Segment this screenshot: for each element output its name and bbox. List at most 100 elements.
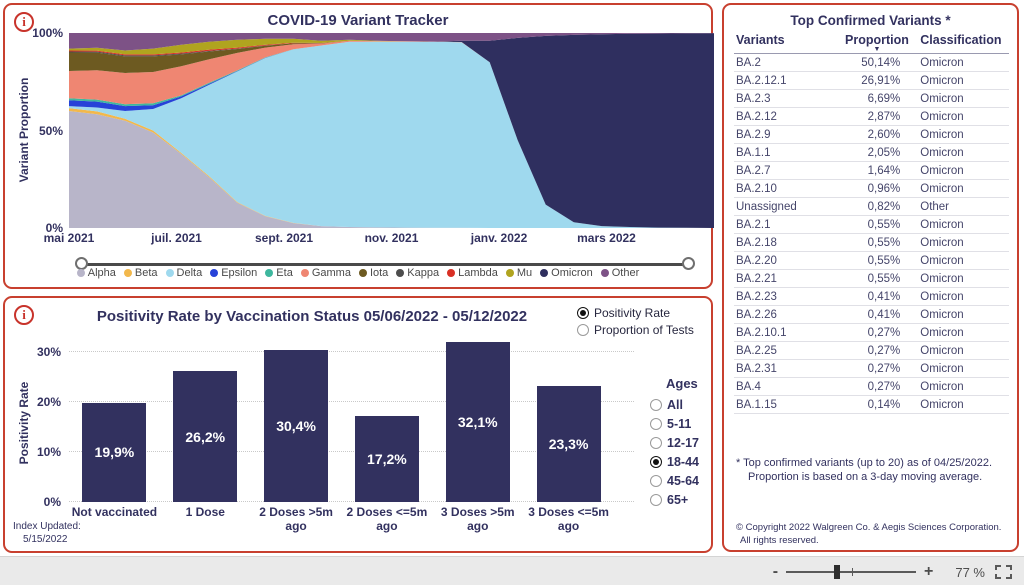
radio-button-selected[interactable] bbox=[650, 455, 662, 468]
radio-button[interactable] bbox=[650, 417, 662, 430]
table-row[interactable]: BA.2.18 0,55% Omicron bbox=[734, 233, 1009, 252]
legend-label: Gamma bbox=[311, 267, 351, 279]
cell-variant: BA.2.18 bbox=[734, 233, 836, 252]
legend-item-lambda[interactable]: Lambda bbox=[447, 267, 498, 279]
date-range-slider[interactable] bbox=[75, 257, 695, 271]
legend-swatch-icon bbox=[447, 269, 456, 277]
legend-item-gamma[interactable]: Gamma bbox=[300, 267, 351, 279]
legend-swatch-icon bbox=[210, 269, 219, 277]
table-row[interactable]: BA.2.10.1 0,27% Omicron bbox=[734, 323, 1009, 342]
legend-item-epsilon[interactable]: Epsilon bbox=[210, 267, 257, 279]
radio-button[interactable] bbox=[650, 436, 662, 449]
zoom-slider-handle[interactable] bbox=[834, 565, 841, 579]
table-row[interactable]: Unassigned 0,82% Other bbox=[734, 197, 1009, 216]
table-row[interactable]: BA.2.23 0,41% Omicron bbox=[734, 287, 1009, 306]
table-title: Top Confirmed Variants * bbox=[790, 13, 951, 28]
cell-classification: Omicron bbox=[918, 233, 1009, 252]
table-row[interactable]: BA.2.12.1 26,91% Omicron bbox=[734, 71, 1009, 90]
area-series-delta[interactable] bbox=[69, 41, 714, 228]
radio-button[interactable] bbox=[650, 474, 662, 487]
zoom-slider-track[interactable] bbox=[786, 571, 917, 573]
slider-track[interactable] bbox=[81, 263, 689, 266]
cell-proportion: 2,87% bbox=[835, 107, 919, 126]
legend-item-kappa[interactable]: Kappa bbox=[396, 267, 439, 279]
bar-2-doses-5m-ago[interactable]: 17,2% bbox=[354, 416, 419, 502]
table-row[interactable]: BA.4 0,27% Omicron bbox=[734, 377, 1009, 396]
column-header-proportion[interactable]: Proportion ▼ bbox=[835, 31, 919, 54]
cell-classification: Omicron bbox=[918, 251, 1009, 270]
table-row[interactable]: BA.1.1 2,05% Omicron bbox=[734, 143, 1009, 162]
table-row[interactable]: BA.2.9 2,60% Omicron bbox=[734, 125, 1009, 144]
area-series-other[interactable] bbox=[69, 33, 714, 51]
table-row[interactable]: BA.2.7 1,64% Omicron bbox=[734, 161, 1009, 180]
table-row[interactable]: BA.2.21 0,55% Omicron bbox=[734, 269, 1009, 288]
radio-button[interactable] bbox=[650, 398, 662, 411]
legend-swatch-icon bbox=[540, 269, 549, 277]
area-series-omicron[interactable] bbox=[69, 33, 714, 229]
legend-item-omicron[interactable]: Omicron bbox=[540, 267, 593, 279]
zoom-slider[interactable] bbox=[786, 564, 917, 580]
footnote-line-2: Proportion is based on a 3-day moving av… bbox=[748, 470, 983, 483]
area-series-iota[interactable] bbox=[69, 40, 714, 228]
cell-classification: Omicron bbox=[918, 143, 1009, 162]
bar-3-doses-5m-ago[interactable]: 23,3% bbox=[536, 385, 601, 502]
measure-option-proportion-of-tests[interactable]: Proportion of Tests bbox=[577, 321, 694, 338]
age-option-45-64[interactable]: 45-64 bbox=[650, 471, 699, 490]
legend-swatch-icon bbox=[123, 269, 132, 277]
legend-item-mu[interactable]: Mu bbox=[505, 267, 532, 279]
area-series-alpha[interactable] bbox=[69, 111, 714, 228]
legend-label: Beta bbox=[134, 267, 158, 279]
bar-3-doses-5m-ago[interactable]: 32,1% bbox=[445, 341, 510, 502]
cell-classification: Omicron bbox=[918, 179, 1009, 198]
table-row[interactable]: BA.2 50,14% Omicron bbox=[734, 53, 1009, 72]
age-option-12-17[interactable]: 12-17 bbox=[650, 433, 699, 452]
radio-button[interactable] bbox=[577, 323, 589, 336]
age-option-5-11[interactable]: 5-11 bbox=[650, 414, 699, 433]
table-row[interactable]: BA.2.20 0,55% Omicron bbox=[734, 251, 1009, 270]
table-row[interactable]: BA.2.25 0,27% Omicron bbox=[734, 341, 1009, 360]
legend-item-delta[interactable]: Delta bbox=[165, 267, 202, 279]
table-row[interactable]: BA.2.12 2,87% Omicron bbox=[734, 107, 1009, 126]
table-row[interactable]: BA.2.31 0,27% Omicron bbox=[734, 359, 1009, 378]
cell-classification: Omicron bbox=[918, 269, 1009, 288]
table-row[interactable]: BA.2.10 0,96% Omicron bbox=[734, 179, 1009, 198]
age-option-all[interactable]: All bbox=[650, 395, 699, 414]
age-option-18-44[interactable]: 18-44 bbox=[650, 452, 699, 471]
legend-label: Omicron bbox=[551, 267, 593, 279]
zoom-out-button[interactable]: - bbox=[772, 563, 779, 580]
cell-variant: BA.1.1 bbox=[734, 143, 836, 162]
legend-item-other[interactable]: Other bbox=[600, 267, 639, 279]
cell-proportion: 0,55% bbox=[835, 233, 919, 252]
cell-proportion: 1,64% bbox=[835, 161, 919, 180]
radio-button[interactable] bbox=[650, 493, 662, 506]
y-tick-30: 30% bbox=[36, 345, 61, 359]
bar-not-vaccinated[interactable]: 19,9% bbox=[82, 402, 147, 502]
zoom-control: - + 77 % bbox=[765, 564, 1012, 580]
info-icon[interactable]: i bbox=[14, 305, 34, 325]
table-row[interactable]: BA.1.15 0,14% Omicron bbox=[734, 395, 1009, 414]
table-row[interactable]: BA.2.26 0,41% Omicron bbox=[734, 305, 1009, 324]
fit-to-screen-icon[interactable] bbox=[995, 565, 1012, 579]
zoom-in-button[interactable]: + bbox=[924, 563, 934, 580]
variant-area-chart[interactable] bbox=[69, 33, 714, 229]
legend-item-eta[interactable]: Eta bbox=[265, 267, 293, 279]
bar-1-dose[interactable]: 26,2% bbox=[173, 371, 238, 502]
legend-item-iota[interactable]: Iota bbox=[358, 267, 388, 279]
legend-swatch-icon bbox=[505, 269, 514, 277]
legend-item-beta[interactable]: Beta bbox=[123, 267, 158, 279]
legend-item-alpha[interactable]: Alpha bbox=[76, 267, 116, 279]
age-option-65+[interactable]: 65+ bbox=[650, 490, 699, 509]
column-header-classification[interactable]: Classification bbox=[918, 31, 1009, 54]
info-icon[interactable]: i bbox=[14, 12, 34, 32]
table-row[interactable]: BA.2.3 6,69% Omicron bbox=[734, 89, 1009, 108]
bar-2-doses-5m-ago[interactable]: 30,4% bbox=[264, 350, 329, 502]
y-tick-100: 100% bbox=[32, 26, 63, 40]
table-row[interactable]: BA.2.1 0,55% Omicron bbox=[734, 215, 1009, 234]
slider-handle-end[interactable] bbox=[682, 257, 695, 270]
measure-option-positivity-rate[interactable]: Positivity Rate bbox=[577, 304, 694, 321]
positivity-bar-plot: 19,9% 26,2% 30,4% 17,2% 32,1% 23,3% bbox=[69, 338, 634, 502]
radio-button-selected[interactable] bbox=[577, 306, 589, 319]
positivity-chart-title: Positivity Rate by Vaccination Status 05… bbox=[96, 308, 528, 325]
y-tick-50: 50% bbox=[38, 124, 63, 138]
column-header-variants[interactable]: Variants bbox=[734, 31, 836, 54]
